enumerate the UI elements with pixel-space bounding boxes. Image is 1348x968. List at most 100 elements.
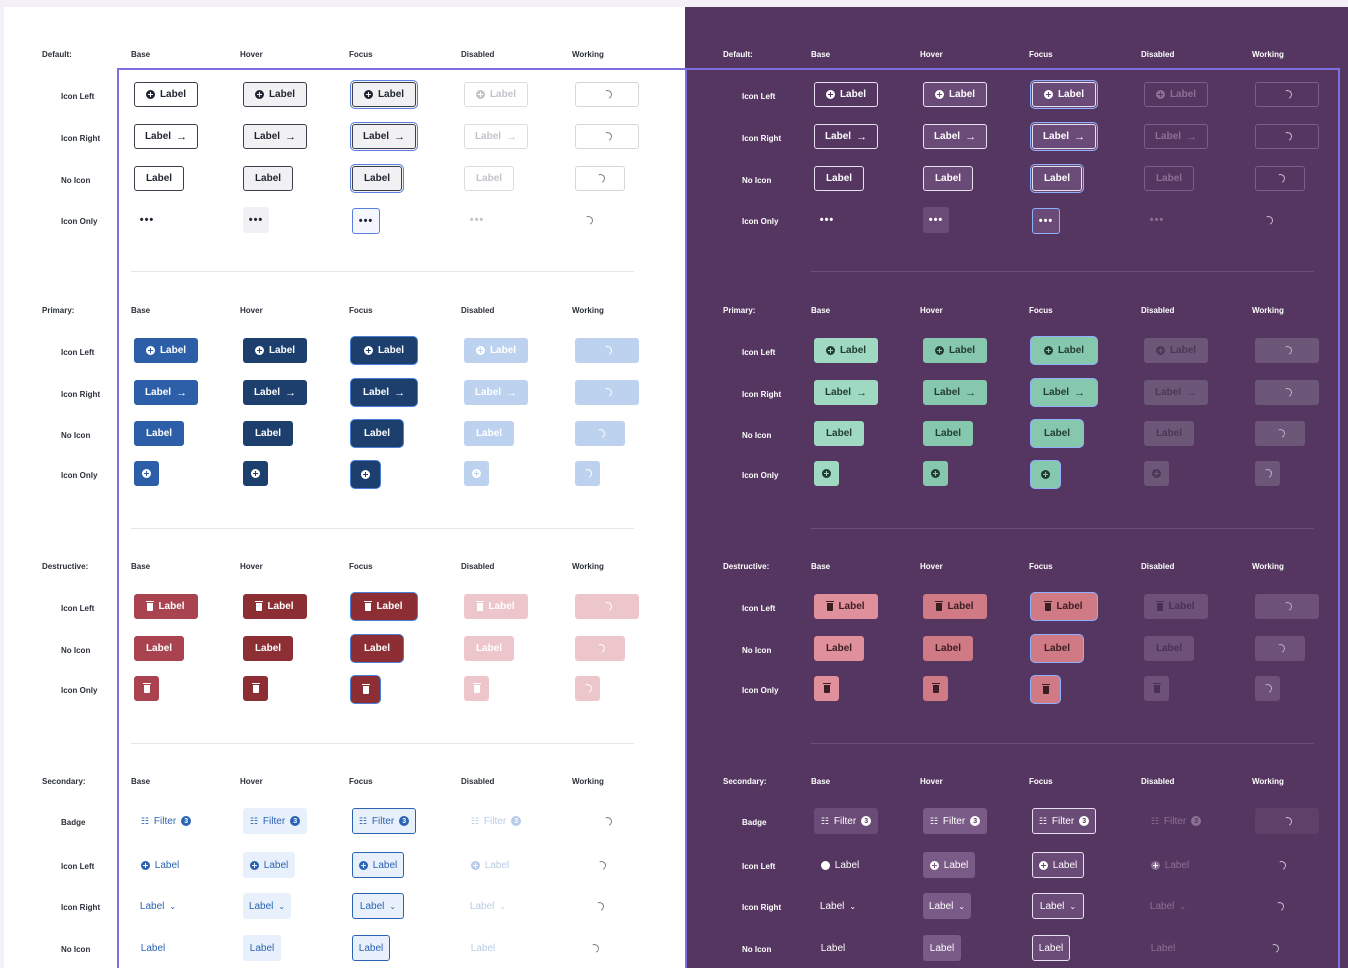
primary-right-base-button[interactable]: Label → <box>134 380 198 405</box>
secondary-none-focus-button[interactable]: Label <box>352 935 390 961</box>
primary-left-base-button[interactable]: Label <box>814 338 878 363</box>
secondary-left-base-button[interactable]: Label <box>814 852 866 878</box>
default-only-base-button[interactable]: ••• <box>814 207 840 233</box>
secondary-none-hover-button[interactable]: Label <box>923 935 961 961</box>
destructive-none-hover-button[interactable]: Label <box>923 636 973 661</box>
default-right-base-button[interactable]: Label → <box>814 124 878 149</box>
destructive-none-focus-button[interactable]: Label <box>352 636 402 661</box>
primary-right-focus-button[interactable]: Label → <box>352 380 416 405</box>
secondary-right-hover-button[interactable]: Label ⌄ <box>243 893 291 919</box>
secondary-badge-focus-button[interactable]: ☷ Filter 3 <box>352 808 416 834</box>
destructive-only-focus-button[interactable] <box>1032 677 1059 702</box>
primary-only-base-button[interactable] <box>134 461 159 486</box>
default-left-base-button[interactable]: Label <box>134 82 198 107</box>
primary-none-base-button[interactable]: Label <box>134 421 184 446</box>
secondary-right-focus-button[interactable]: Label ⌄ <box>352 893 404 919</box>
secondary-left-base-button[interactable]: Label <box>134 852 186 878</box>
secondary-right-focus-button[interactable]: Label ⌄ <box>1032 893 1084 919</box>
default-right-hover-button[interactable]: Label → <box>923 124 987 149</box>
plus-circle-icon <box>251 469 260 478</box>
primary-right-base-button[interactable]: Label → <box>814 380 878 405</box>
default-right-focus-button[interactable]: Label → <box>1032 124 1096 149</box>
destructive-left-focus-button[interactable]: Label <box>352 594 416 619</box>
destructive-none-focus-button[interactable]: Label <box>1032 636 1082 661</box>
destructive-only-hover-button[interactable] <box>243 676 268 701</box>
column-header-hover: Hover <box>920 777 943 786</box>
primary-left-focus-button[interactable]: Label <box>1032 338 1096 363</box>
default-left-disabled-button: Label <box>1144 82 1208 107</box>
destructive-left-base-button[interactable]: Label <box>134 594 198 619</box>
default-only-hover-button[interactable]: ••• <box>923 207 949 233</box>
primary-right-focus-button[interactable]: Label → <box>1032 380 1096 405</box>
trash-icon <box>364 601 373 611</box>
default-left-hover-button[interactable]: Label <box>243 82 307 107</box>
default-left-base-button[interactable]: Label <box>814 82 878 107</box>
default-left-hover-button[interactable]: Label <box>923 82 987 107</box>
secondary-left-focus-button[interactable]: Label <box>352 852 404 878</box>
loading-spinner-icon <box>588 942 600 954</box>
primary-none-focus-button[interactable]: Label <box>1032 421 1082 446</box>
default-right-base-button[interactable]: Label → <box>134 124 198 149</box>
default-row-label: Icon Left <box>742 92 776 101</box>
primary-none-hover-button[interactable]: Label <box>243 421 293 446</box>
default-none-base-button[interactable]: Label <box>134 166 184 191</box>
secondary-none-base-button[interactable]: Label <box>134 935 172 961</box>
secondary-none-focus-button[interactable]: Label <box>1032 935 1070 961</box>
secondary-left-hover-button[interactable]: Label <box>923 852 975 878</box>
secondary-badge-base-button[interactable]: ☷ Filter 3 <box>814 808 878 834</box>
destructive-left-focus-button[interactable]: Label <box>1032 594 1096 619</box>
primary-left-base-button[interactable]: Label <box>134 338 198 363</box>
destructive-none-base-button[interactable]: Label <box>134 636 184 661</box>
primary-left-hover-button[interactable]: Label <box>243 338 307 363</box>
destructive-none-base-button[interactable]: Label <box>814 636 864 661</box>
primary-only-focus-button[interactable] <box>352 462 379 487</box>
default-row-label: Icon Right <box>61 134 101 143</box>
button-label: Label <box>933 387 961 398</box>
default-none-hover-button[interactable]: Label <box>923 166 973 191</box>
default-only-base-button[interactable]: ••• <box>134 207 160 233</box>
secondary-left-hover-button[interactable]: Label <box>243 852 295 878</box>
default-none-base-button[interactable]: Label <box>814 166 864 191</box>
primary-right-hover-button[interactable]: Label → <box>243 380 307 405</box>
default-only-focus-button[interactable]: ••• <box>1032 208 1060 234</box>
secondary-right-base-button[interactable]: Label ⌄ <box>134 893 182 919</box>
destructive-only-base-button[interactable] <box>134 676 159 701</box>
destructive-only-base-button[interactable] <box>814 676 839 701</box>
destructive-left-hover-button[interactable]: Label <box>243 594 307 619</box>
default-none-focus-button[interactable]: Label <box>1032 166 1082 191</box>
primary-only-hover-button[interactable] <box>923 461 948 486</box>
secondary-left-focus-button[interactable]: Label <box>1032 852 1084 878</box>
secondary-badge-base-button[interactable]: ☷ Filter 3 <box>134 808 198 834</box>
button-label: Label <box>254 643 282 654</box>
primary-only-base-button[interactable] <box>814 461 839 486</box>
default-only-hover-button[interactable]: ••• <box>243 207 269 233</box>
default-right-focus-button[interactable]: Label → <box>352 124 416 149</box>
secondary-badge-hover-button[interactable]: ☷ Filter 3 <box>243 808 307 834</box>
default-none-focus-button[interactable]: Label <box>352 166 402 191</box>
default-right-hover-button[interactable]: Label → <box>243 124 307 149</box>
secondary-none-base-button[interactable]: Label <box>814 935 852 961</box>
secondary-none-hover-button[interactable]: Label <box>243 935 281 961</box>
primary-left-hover-button[interactable]: Label <box>923 338 987 363</box>
secondary-badge-hover-button[interactable]: ☷ Filter 3 <box>923 808 987 834</box>
destructive-left-hover-button[interactable]: Label <box>923 594 987 619</box>
primary-none-focus-button[interactable]: Label <box>352 421 402 446</box>
primary-only-focus-button[interactable] <box>1032 462 1059 487</box>
destructive-left-base-button[interactable]: Label <box>814 594 878 619</box>
primary-none-base-button[interactable]: Label <box>814 421 864 446</box>
secondary-badge-focus-button[interactable]: ☷ Filter 3 <box>1032 808 1096 834</box>
primary-left-focus-button[interactable]: Label <box>352 338 416 363</box>
destructive-only-focus-button[interactable] <box>352 677 379 702</box>
default-only-focus-button[interactable]: ••• <box>352 208 380 234</box>
destructive-only-hover-button[interactable] <box>923 676 948 701</box>
default-none-hover-button[interactable]: Label <box>243 166 293 191</box>
default-left-focus-button[interactable]: Label <box>352 82 416 107</box>
primary-right-hover-button[interactable]: Label → <box>923 380 987 405</box>
secondary-right-base-button[interactable]: Label ⌄ <box>814 893 862 919</box>
default-left-focus-button[interactable]: Label <box>1032 82 1096 107</box>
primary-only-hover-button[interactable] <box>243 461 268 486</box>
destructive-none-hover-button[interactable]: Label <box>243 636 293 661</box>
primary-none-hover-button[interactable]: Label <box>923 421 973 446</box>
secondary-right-hover-button[interactable]: Label ⌄ <box>923 893 971 919</box>
button-label: Label <box>358 942 384 954</box>
